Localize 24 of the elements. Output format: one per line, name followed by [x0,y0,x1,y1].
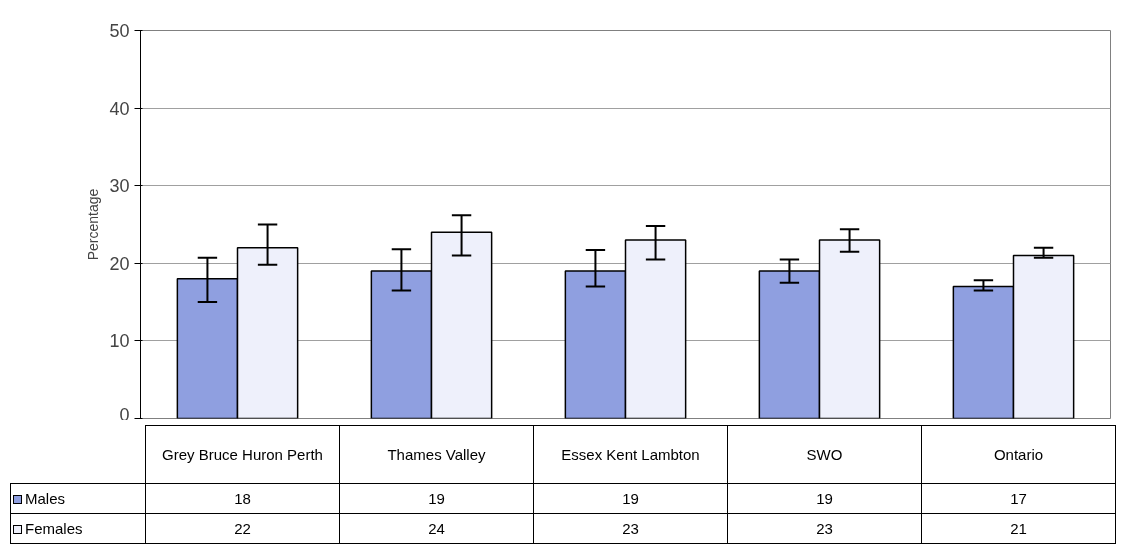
data-label: 18 [145,483,340,514]
data-label: 19 [339,483,534,514]
data-label: 17 [921,483,1116,514]
data-label: 23 [727,513,922,544]
x-tick-label: Grey Bruce Huron Perth [145,425,340,484]
y-tick-label: 0 [119,404,130,425]
data-label: 19 [727,483,922,514]
x-tick-label: Thames Valley [339,425,534,484]
legend-label: Males [10,483,146,514]
y-axis-title: Percentage [85,188,102,261]
y-tick-label: 50 [109,21,130,41]
legend-label: Females [10,513,146,544]
y-tick-label: 20 [109,253,130,274]
data-label: 19 [533,483,728,514]
x-tick-label: SWO [727,425,922,484]
y-tick-label: 40 [109,98,130,119]
data-label: 23 [533,513,728,544]
y-tick-label: 30 [109,176,130,197]
data-label: 24 [339,513,534,544]
y-tick-label: 10 [109,331,130,352]
data-label: 21 [921,513,1116,544]
x-tick-label: Essex Kent Lambton [533,425,728,484]
x-tick-label: Ontario [921,425,1116,484]
data-label: 22 [145,513,340,544]
